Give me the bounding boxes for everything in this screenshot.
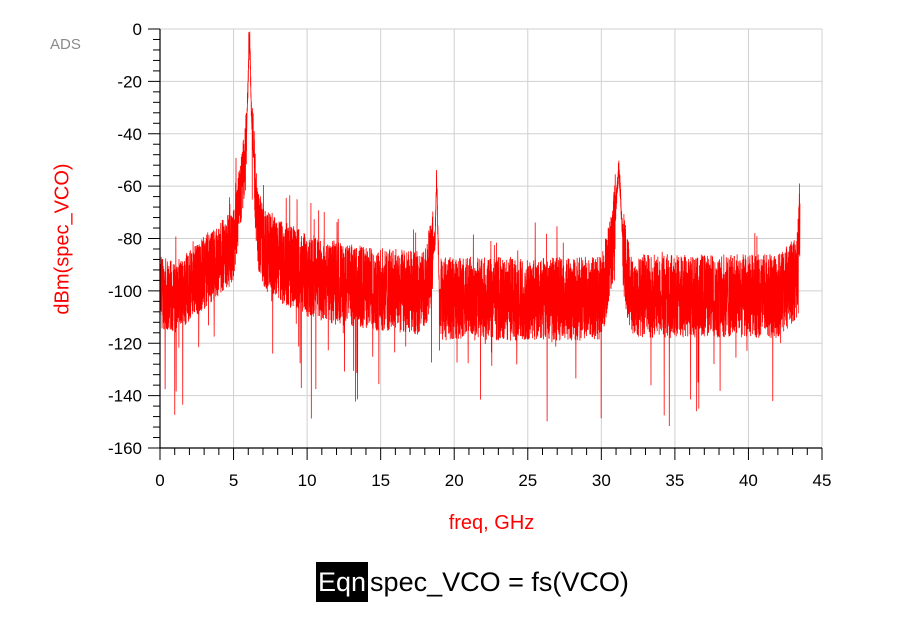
x-tick-label: 45 — [813, 471, 832, 490]
equation-text: spec_VCO = fs(VCO) — [370, 566, 629, 597]
x-axis-ticks: 0 5 10 15 20 25 30 35 40 45 — [155, 448, 831, 490]
y-tick-label: -20 — [117, 72, 142, 91]
spectrum-trace — [159, 31, 801, 427]
x-tick-label: 20 — [445, 471, 464, 490]
y-tick-label: -100 — [108, 282, 142, 301]
y-tick-label: -60 — [117, 177, 142, 196]
y-tick-label: -40 — [117, 125, 142, 144]
y-tick-label: -160 — [108, 439, 142, 458]
ads-watermark: ADS — [50, 36, 81, 53]
x-tick-label: 25 — [518, 471, 537, 490]
equation-block: Eqn spec_VCO = fs(VCO) — [316, 562, 629, 602]
x-tick-label: 40 — [739, 471, 758, 490]
y-tick-label: -80 — [117, 230, 142, 249]
spectrum-series — [159, 31, 801, 427]
x-axis-label: freq, GHz — [448, 512, 535, 534]
x-tick-label: 15 — [371, 471, 390, 490]
x-tick-label: 10 — [298, 471, 317, 490]
equation-tag: Eqn — [316, 562, 369, 602]
y-axis-ticks: 0 -20 -40 -60 -80 -100 -120 -140 -160 — [108, 20, 160, 458]
y-tick-label: -120 — [108, 334, 142, 353]
y-tick-label: 0 — [133, 20, 142, 39]
x-tick-label: 0 — [155, 471, 164, 490]
y-axis-label: dBm(spec_VCO) — [51, 163, 74, 315]
x-tick-label: 5 — [229, 471, 238, 490]
x-tick-label: 35 — [665, 471, 684, 490]
x-tick-label: 30 — [592, 471, 611, 490]
y-tick-label: -140 — [108, 387, 142, 406]
